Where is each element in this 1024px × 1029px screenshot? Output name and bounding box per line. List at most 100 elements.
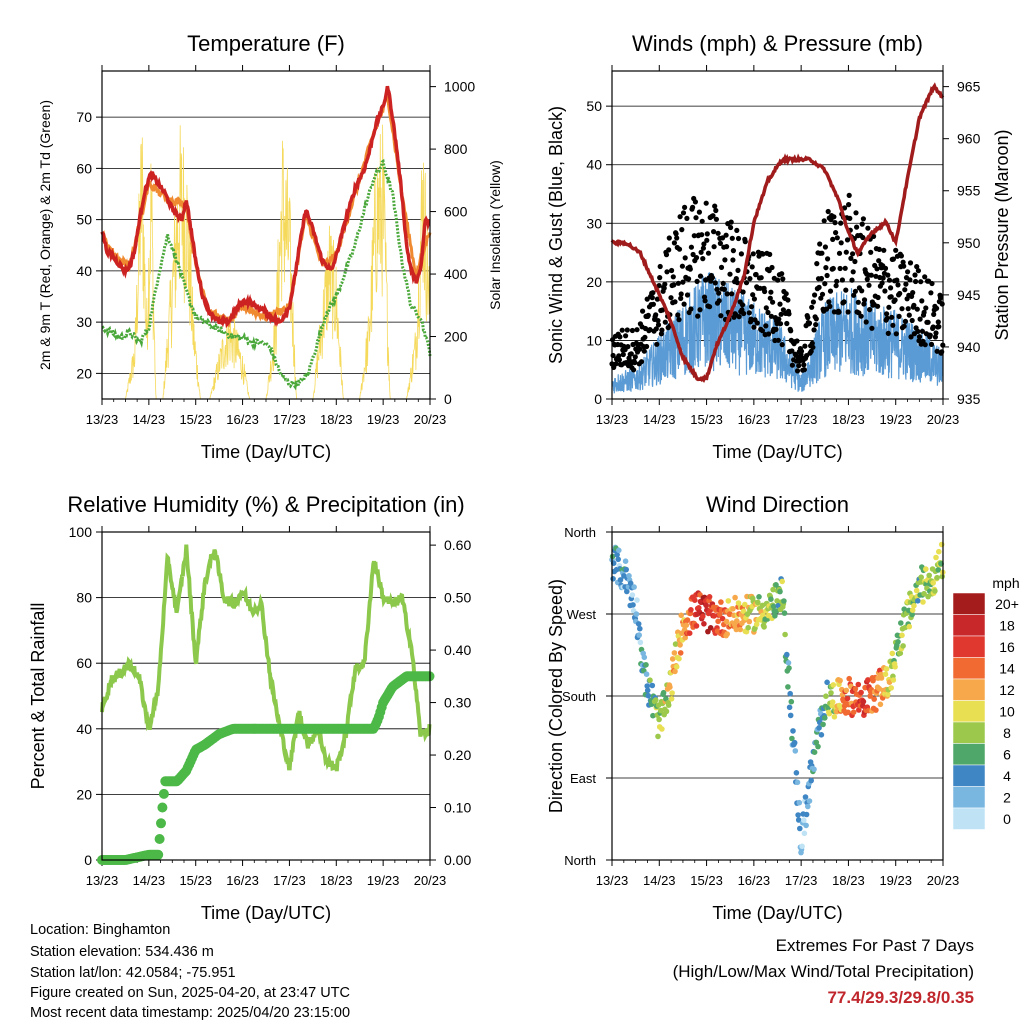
gust-point (886, 304, 892, 310)
legend-swatch (952, 721, 986, 744)
direction-point (899, 632, 905, 639)
x-tick-label: 20/23 (414, 412, 447, 427)
gust-point (823, 265, 829, 271)
gust-point (694, 278, 700, 284)
direction-point (888, 685, 894, 691)
gust-point (810, 344, 816, 350)
direction-point (882, 671, 889, 677)
gust-point (620, 351, 626, 358)
x-tick-label: 16/23 (226, 412, 259, 427)
gust-point (750, 251, 756, 257)
gust-point (763, 305, 769, 311)
direction-point (900, 643, 906, 649)
x-axis-label-humidity: Time (Day/UTC) (201, 903, 331, 923)
gust-point (903, 281, 909, 287)
direction-point (627, 580, 634, 587)
gust-point (739, 302, 746, 308)
gust-point (659, 307, 666, 313)
direction-point (920, 599, 926, 605)
gust-point (817, 241, 823, 247)
gust-point (859, 288, 865, 294)
gust-point (617, 334, 623, 340)
gust-point (834, 278, 840, 284)
direction-point (877, 701, 884, 708)
gust-point (673, 231, 679, 237)
gust-point (853, 210, 859, 216)
direction-point (643, 662, 649, 668)
direction-point (915, 598, 921, 604)
gust-point (932, 334, 939, 340)
extremes-heading: Extremes For Past 7 Days (775, 936, 974, 955)
gust-point (640, 308, 646, 314)
legend-label: 6 (1003, 747, 1011, 763)
gust-point (644, 343, 650, 350)
series-relative-humidity (100, 544, 432, 772)
gust-point (641, 348, 647, 354)
x-axis-label-temperature: Time (Day/UTC) (201, 442, 331, 462)
gust-point (671, 282, 677, 288)
direction-point (656, 716, 662, 723)
precip-point (156, 818, 166, 829)
gust-point (895, 282, 901, 288)
direction-point (707, 625, 714, 631)
gust-point (713, 207, 719, 214)
direction-point (715, 618, 721, 625)
x-tick-label: 18/23 (832, 873, 865, 888)
y-tick-label: 30 (76, 314, 92, 330)
direction-point (673, 664, 680, 670)
legend-label: 4 (1003, 768, 1011, 784)
gust-point (729, 291, 735, 297)
y-tick-label: 80 (76, 590, 92, 606)
gust-point (874, 266, 880, 272)
direction-point (636, 632, 642, 638)
direction-point (796, 799, 803, 806)
direction-point (820, 721, 826, 728)
footer-recent: Most recent data timestamp: 2025/04/20 2… (30, 1005, 351, 1021)
y-tick-label: 50 (586, 98, 602, 114)
gust-point (662, 281, 668, 287)
direction-point (745, 624, 751, 631)
direction-point (801, 817, 807, 823)
y-tick-label-right: 945 (957, 287, 981, 303)
y-tick-label-right: 1000 (444, 79, 475, 95)
direction-point (635, 621, 642, 627)
gust-point (900, 259, 906, 265)
gust-point (905, 306, 911, 312)
legend-label: 20+ (995, 596, 1019, 612)
gust-point (688, 306, 694, 312)
gust-point (796, 363, 802, 369)
gust-point (923, 305, 929, 311)
x-tick-label: 20/23 (927, 873, 960, 888)
y-tick-label: South (562, 689, 596, 704)
direction-point (655, 733, 661, 740)
gust-point (821, 218, 827, 224)
gust-point (846, 202, 852, 208)
direction-point (629, 592, 636, 598)
gust-point (654, 296, 661, 302)
gust-point (734, 280, 741, 286)
precip-point (153, 849, 164, 860)
direction-point (793, 770, 800, 776)
gust-point (818, 295, 824, 301)
direction-point (898, 620, 904, 626)
gust-point (801, 362, 807, 368)
gust-point (767, 251, 773, 257)
gust-point (849, 277, 855, 283)
gust-point (680, 279, 686, 285)
gust-point (727, 271, 733, 277)
footer-elevation: Station elevation: 534.436 m (30, 944, 214, 960)
y-tick-label-right: 0.60 (444, 537, 471, 553)
gust-point (888, 285, 894, 291)
direction-point (917, 579, 924, 585)
y-tick-label: 40 (76, 263, 92, 279)
gust-point (679, 263, 686, 269)
gust-point (778, 311, 784, 317)
direction-point (795, 812, 801, 818)
direction-point (885, 691, 891, 698)
gust-point (866, 282, 872, 288)
gust-point (753, 271, 759, 278)
direction-point (921, 590, 927, 597)
gust-point (846, 192, 852, 198)
direction-point (925, 593, 931, 600)
